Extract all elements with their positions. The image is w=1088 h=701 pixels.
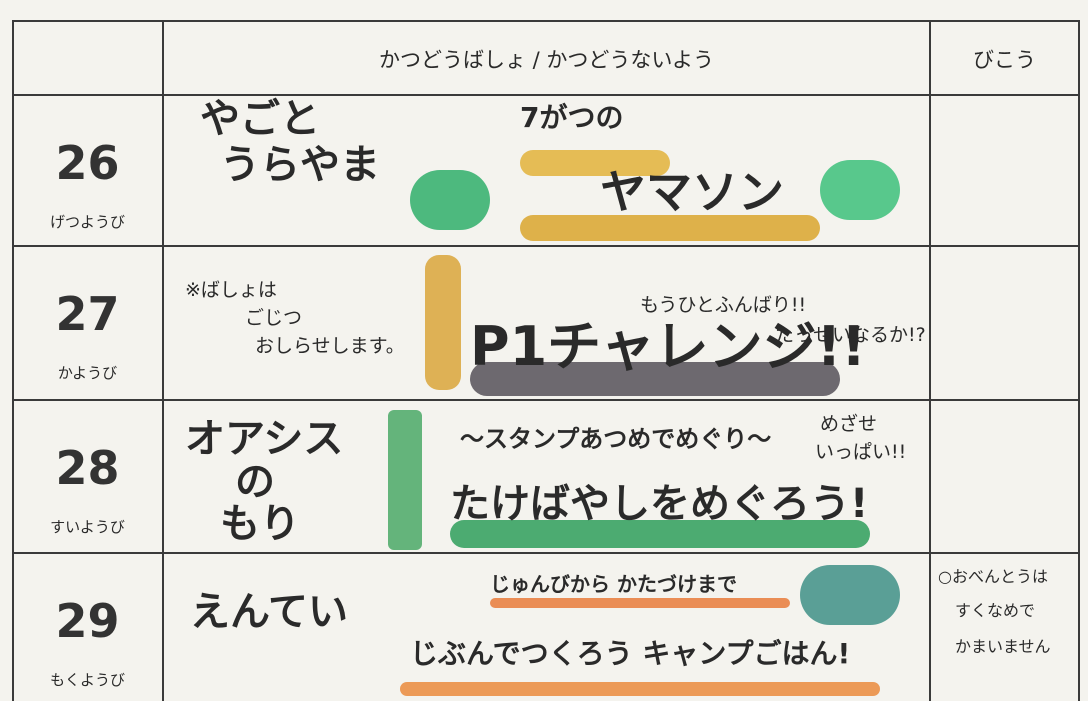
rule	[12, 245, 1080, 247]
content-text: じぶんでつくろう キャンプごはん!	[410, 637, 851, 670]
rule	[12, 94, 1080, 96]
rule	[12, 20, 14, 701]
content-text: じゅんびから かたづけまで	[490, 572, 737, 596]
brush	[470, 362, 840, 396]
day-number: 29	[55, 594, 120, 648]
header-activity: かつどうばしょ / かつどうないよう	[378, 48, 714, 72]
weekday: げつようび	[49, 213, 125, 231]
side-note: めざせ	[820, 413, 878, 435]
brush	[388, 410, 422, 550]
side-note: いっぱい!!	[815, 441, 907, 463]
rule	[12, 552, 1080, 554]
remark: ○おべんとうは	[938, 567, 1048, 586]
content-text: 7がつの	[520, 101, 624, 134]
content-text: たけばやしをめぐろう!	[450, 481, 869, 527]
day-number: 26	[55, 136, 120, 190]
place-text: もり	[220, 501, 300, 547]
brush	[820, 160, 900, 220]
brush	[520, 215, 820, 241]
place-text: やごと	[200, 96, 320, 142]
place-text: うらやま	[220, 142, 380, 188]
place-text: オアシス	[185, 416, 344, 462]
side-note: たっせいなるか!?	[775, 324, 926, 346]
day-number: 28	[55, 441, 120, 495]
header-notes: びこう	[973, 48, 1036, 72]
brush	[450, 520, 870, 548]
day-number: 27	[55, 287, 120, 341]
brush	[520, 150, 670, 176]
rule	[1078, 20, 1080, 701]
content-text: 〜スタンプあつめでめぐり〜	[460, 425, 772, 453]
place-text: ごじつ	[245, 307, 303, 329]
brush	[425, 255, 461, 390]
rule	[12, 20, 1080, 22]
weekday: かようび	[57, 364, 118, 382]
side-note: もうひとふんばり!!	[640, 294, 807, 316]
brush	[410, 170, 490, 230]
brush	[400, 682, 880, 696]
remark: すくなめで	[955, 601, 1036, 620]
place-text: の	[235, 459, 275, 505]
rule	[929, 20, 931, 701]
content-text: P1チャレンジ!!	[470, 315, 866, 378]
brush	[490, 598, 790, 608]
weekday: もくようび	[49, 671, 125, 689]
place-text: ※ばしょは	[185, 279, 277, 301]
weekday: すいようび	[50, 518, 125, 536]
place-text: おしらせします。	[255, 335, 405, 357]
place-text: えんてい	[190, 589, 348, 635]
brush	[800, 565, 900, 625]
remark: かまいません	[955, 637, 1051, 656]
content-text: ヤマソン	[600, 165, 784, 219]
rule	[162, 20, 164, 701]
rule	[12, 399, 1080, 401]
